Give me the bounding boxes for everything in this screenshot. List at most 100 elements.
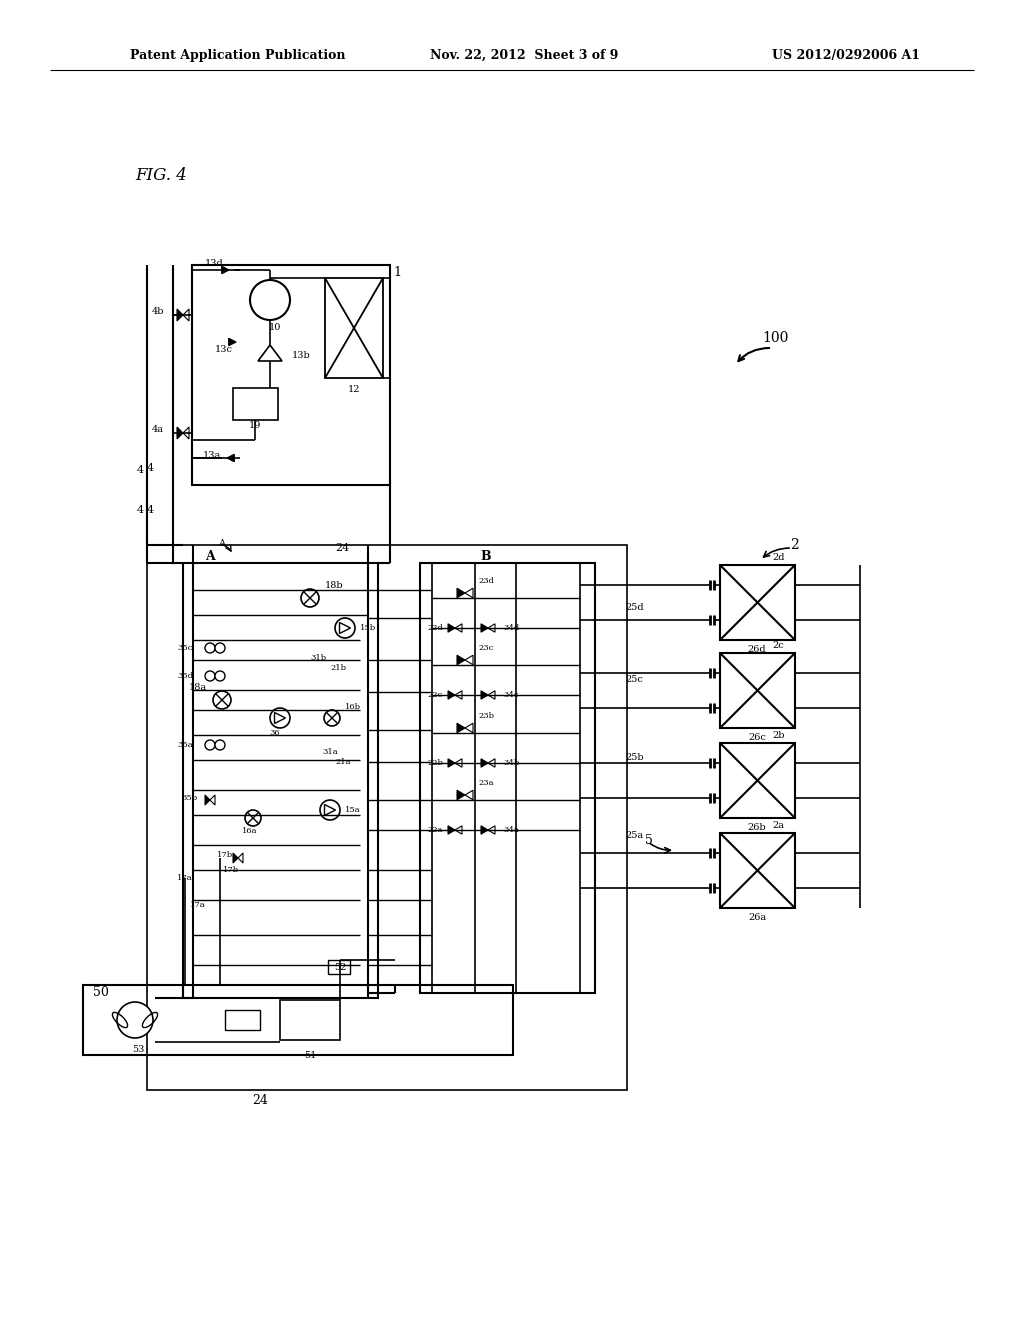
- Text: 4a: 4a: [152, 425, 164, 434]
- Polygon shape: [449, 690, 455, 700]
- Text: 35a: 35a: [177, 741, 193, 748]
- Text: 34b: 34b: [503, 759, 519, 767]
- Text: 13b: 13b: [292, 351, 310, 359]
- Text: 2a: 2a: [772, 821, 784, 829]
- Text: US 2012/0292006 A1: US 2012/0292006 A1: [772, 49, 920, 62]
- Bar: [280, 1001, 340, 1040]
- Text: 13d: 13d: [205, 259, 223, 268]
- Text: 15a: 15a: [345, 807, 360, 814]
- Text: 24: 24: [252, 1093, 268, 1106]
- Polygon shape: [455, 826, 462, 834]
- Polygon shape: [455, 624, 462, 632]
- Text: 26b: 26b: [748, 824, 766, 833]
- Text: 16a: 16a: [243, 828, 258, 836]
- Bar: [720, 565, 795, 640]
- Text: 4: 4: [136, 465, 143, 475]
- Text: 25b: 25b: [625, 754, 644, 763]
- Text: 21b: 21b: [330, 664, 346, 672]
- Polygon shape: [488, 624, 495, 632]
- Bar: [183, 564, 378, 998]
- Polygon shape: [481, 624, 488, 632]
- Text: 25c: 25c: [625, 676, 643, 685]
- Text: 17a: 17a: [190, 902, 206, 909]
- Polygon shape: [457, 655, 465, 665]
- Text: 23c: 23c: [478, 644, 494, 652]
- Text: Patent Application Publication: Patent Application Publication: [130, 49, 345, 62]
- Text: 22d: 22d: [427, 624, 443, 632]
- Polygon shape: [457, 723, 465, 733]
- Polygon shape: [210, 795, 215, 805]
- Text: 52: 52: [334, 964, 346, 973]
- Text: 51: 51: [304, 1051, 316, 1060]
- Circle shape: [250, 280, 290, 319]
- Polygon shape: [465, 655, 473, 665]
- Polygon shape: [488, 759, 495, 767]
- Text: 4: 4: [146, 506, 154, 515]
- Polygon shape: [233, 853, 238, 863]
- Circle shape: [270, 708, 290, 729]
- Text: 15b: 15b: [360, 624, 376, 632]
- Text: 34a: 34a: [503, 826, 519, 834]
- Bar: [83, 985, 513, 1055]
- Polygon shape: [457, 791, 465, 800]
- Text: 26a: 26a: [748, 913, 766, 923]
- Polygon shape: [481, 690, 488, 700]
- Text: 17a: 17a: [177, 874, 193, 882]
- Polygon shape: [226, 454, 234, 462]
- Text: 36: 36: [269, 729, 281, 737]
- Polygon shape: [465, 589, 473, 598]
- Polygon shape: [449, 759, 455, 767]
- Polygon shape: [488, 690, 495, 700]
- Polygon shape: [488, 826, 495, 834]
- Bar: [225, 1010, 260, 1030]
- Text: 25d: 25d: [625, 603, 644, 612]
- Polygon shape: [205, 795, 210, 805]
- Text: 23b: 23b: [478, 711, 494, 719]
- Text: 31a: 31a: [322, 748, 338, 756]
- Bar: [720, 653, 795, 729]
- Bar: [720, 743, 795, 818]
- Polygon shape: [222, 267, 229, 273]
- Text: Nov. 22, 2012  Sheet 3 of 9: Nov. 22, 2012 Sheet 3 of 9: [430, 49, 618, 62]
- Text: 50: 50: [93, 986, 109, 999]
- Text: 18b: 18b: [325, 582, 344, 590]
- Text: 10: 10: [269, 322, 282, 331]
- Text: 22b: 22b: [427, 759, 443, 767]
- Polygon shape: [465, 723, 473, 733]
- Bar: [147, 545, 627, 1090]
- Circle shape: [335, 618, 355, 638]
- Bar: [193, 265, 390, 484]
- Text: 4b: 4b: [152, 308, 164, 317]
- Text: 24: 24: [335, 543, 349, 553]
- Polygon shape: [177, 309, 183, 321]
- Text: FIG. 4: FIG. 4: [135, 166, 186, 183]
- Text: 22a: 22a: [428, 826, 443, 834]
- Text: 13a: 13a: [203, 450, 221, 459]
- Polygon shape: [183, 426, 189, 440]
- Polygon shape: [449, 624, 455, 632]
- Text: 31b: 31b: [310, 653, 326, 663]
- Text: 22c: 22c: [428, 690, 443, 700]
- Bar: [325, 279, 383, 378]
- Text: 2: 2: [790, 539, 799, 552]
- Circle shape: [205, 671, 215, 681]
- Circle shape: [319, 800, 340, 820]
- Text: 17b: 17b: [223, 866, 240, 874]
- Circle shape: [205, 643, 215, 653]
- Text: 5: 5: [645, 833, 653, 846]
- Text: 17b: 17b: [217, 851, 233, 859]
- Circle shape: [213, 690, 231, 709]
- Circle shape: [215, 741, 225, 750]
- Text: B: B: [480, 549, 490, 562]
- Text: 34c: 34c: [503, 690, 518, 700]
- Text: 23d: 23d: [478, 577, 494, 585]
- Circle shape: [301, 589, 319, 607]
- Text: 18a: 18a: [188, 684, 207, 693]
- Polygon shape: [457, 589, 465, 598]
- Circle shape: [245, 810, 261, 826]
- Circle shape: [117, 1002, 153, 1038]
- Text: 21a: 21a: [335, 758, 350, 766]
- Text: A: A: [205, 549, 215, 562]
- Bar: [328, 960, 350, 974]
- Polygon shape: [177, 426, 183, 440]
